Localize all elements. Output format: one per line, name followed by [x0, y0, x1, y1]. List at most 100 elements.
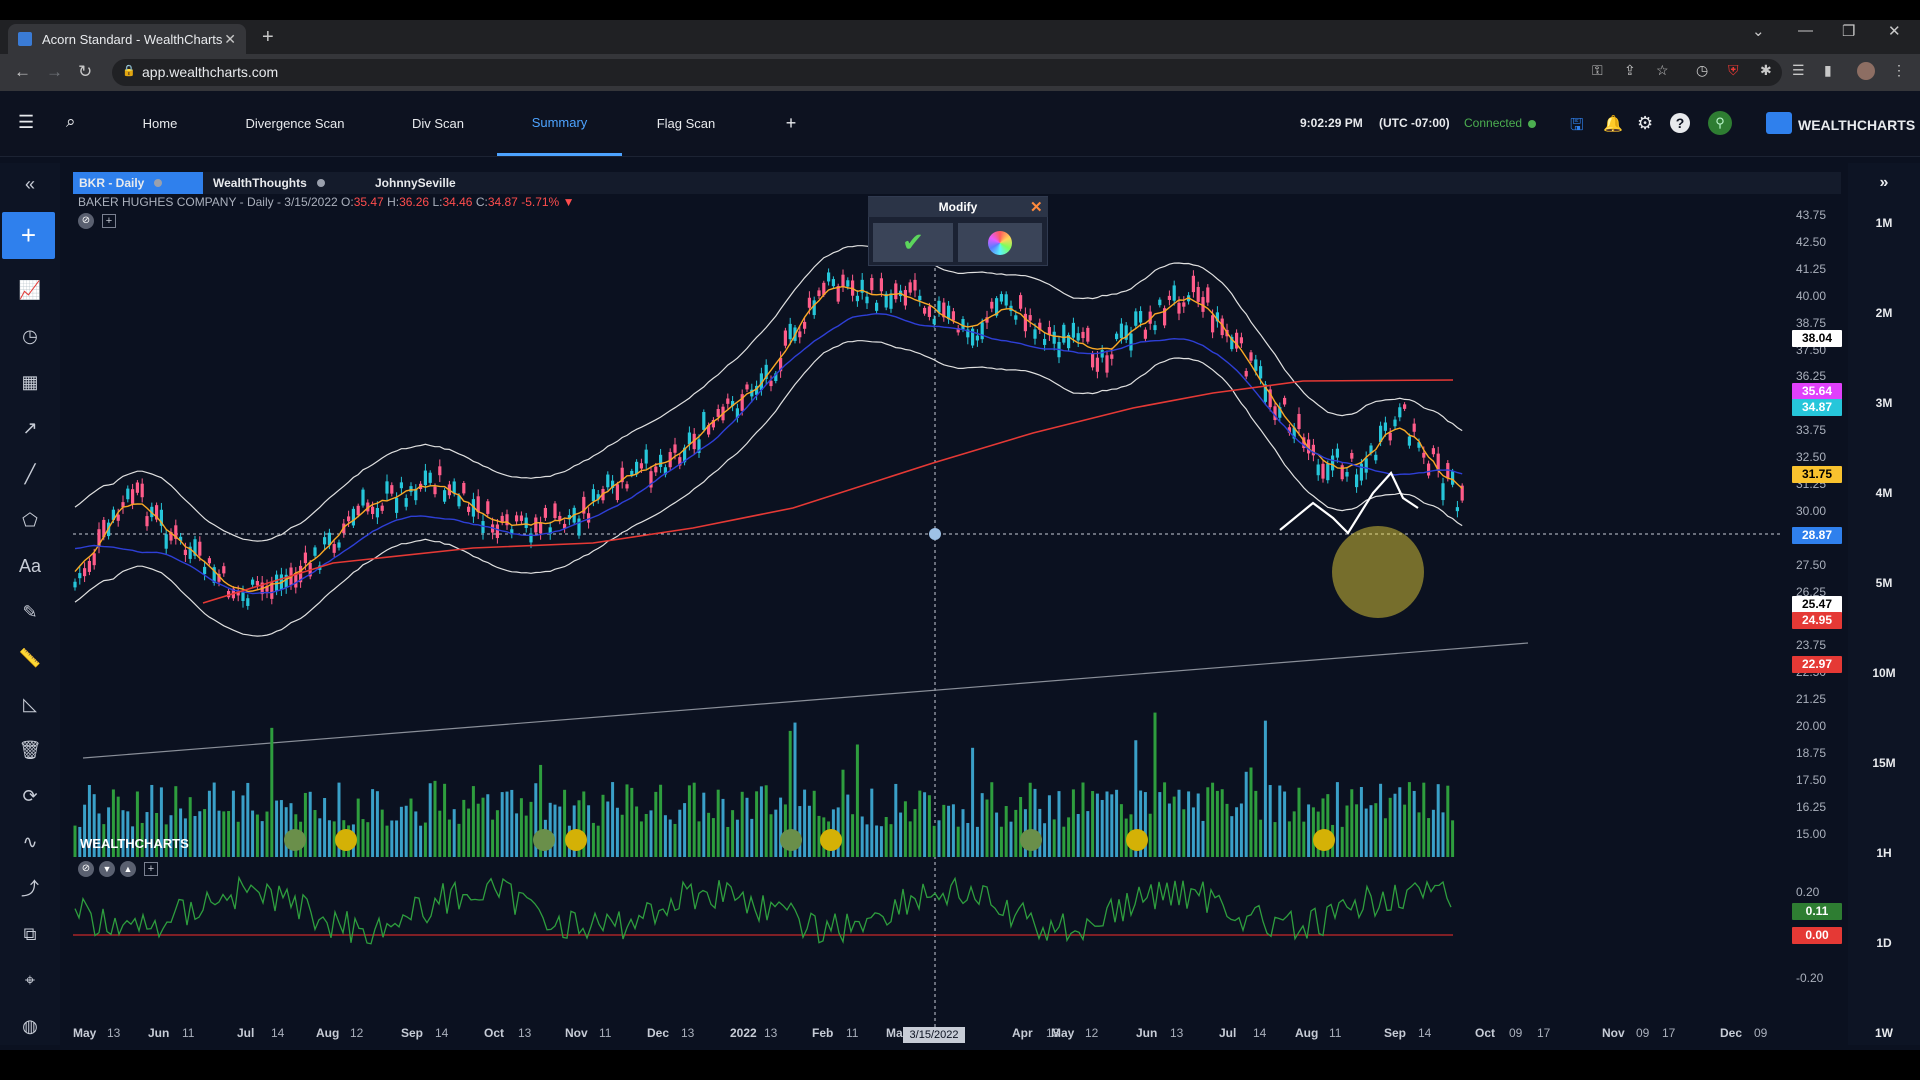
sync-icon[interactable]: ⟳: [22, 785, 38, 806]
collapse-right-icon[interactable]: »: [1879, 174, 1889, 191]
lock-icon[interactable]: 🔒: [122, 65, 136, 77]
back-icon[interactable]: ←: [14, 62, 31, 81]
pane-down-icon[interactable]: ▼: [99, 861, 115, 877]
url-input[interactable]: app.wealthcharts.com: [112, 59, 1782, 86]
close-icon[interactable]: ✕: [1030, 199, 1043, 216]
earnings-event-icon[interactable]: [820, 829, 842, 851]
measure-icon[interactable]: ◺: [23, 693, 37, 714]
pane-expand-icon[interactable]: +: [144, 862, 158, 876]
timeframe-1h[interactable]: 1H: [1876, 846, 1892, 860]
earnings-event-icon[interactable]: [565, 829, 587, 851]
tab-home[interactable]: Home: [142, 116, 178, 131]
search-icon[interactable]: ⌕: [66, 112, 76, 131]
candle-body: [577, 518, 581, 536]
volume-bar: [1057, 791, 1061, 857]
location-pin-icon[interactable]: ⚲: [1708, 111, 1732, 135]
timeframe-15m[interactable]: 15M: [1872, 756, 1896, 770]
save-layout-icon[interactable]: 🖫: [1570, 117, 1584, 134]
timeframe-2m[interactable]: 2M: [1875, 306, 1893, 320]
profile-avatar[interactable]: [1857, 62, 1875, 80]
confirm-checkmark-icon[interactable]: ✔: [873, 223, 953, 262]
text-tool-icon[interactable]: Aa: [18, 555, 42, 576]
gear-icon[interactable]: ⚙: [1637, 113, 1654, 133]
timeframe-1d[interactable]: 1D: [1876, 936, 1892, 950]
tab-divergence-scan[interactable]: Divergence Scan: [245, 116, 345, 131]
pane-up-icon[interactable]: ▲: [120, 861, 136, 877]
pane-settings-icon[interactable]: ⊘: [78, 861, 94, 877]
close-window-icon[interactable]: ✕: [1888, 23, 1901, 40]
help-icon[interactable]: ?: [1670, 113, 1690, 133]
volume-bar: [548, 802, 552, 857]
media-queue-icon[interactable]: ☰: [1792, 62, 1805, 78]
side-panel-icon[interactable]: ▮: [1824, 62, 1832, 78]
add-indicator-button[interactable]: +: [2, 212, 55, 259]
settings-circle-icon[interactable]: ⊘: [78, 213, 94, 229]
clock-icon[interactable]: ◷: [22, 325, 38, 346]
forward-icon[interactable]: →: [46, 62, 63, 81]
calendar-icon[interactable]: ▦: [21, 371, 39, 392]
dividend-event-icon[interactable]: [533, 829, 555, 851]
ruler-icon[interactable]: 📏: [18, 647, 42, 668]
hamburger-menu-icon[interactable]: ☰: [18, 112, 35, 132]
tab-flag-scan[interactable]: Flag Scan: [656, 116, 716, 131]
color-picker-button[interactable]: [958, 223, 1042, 262]
dividend-event-icon[interactable]: [780, 829, 802, 851]
freehand-drawing[interactable]: [1279, 471, 1419, 535]
candle-body: [1163, 308, 1167, 326]
line-chart-icon[interactable]: ∿: [22, 831, 38, 852]
timeframe-1m[interactable]: 1M: [1875, 216, 1893, 230]
browser-tab[interactable]: Acorn Standard - WealthCharts ✕: [8, 24, 246, 54]
copy-icon[interactable]: ⧉: [23, 923, 37, 944]
collapse-left-icon[interactable]: «: [24, 173, 35, 194]
restore-icon[interactable]: ❐: [1842, 23, 1856, 40]
share-icon[interactable]: ⇪: [1624, 62, 1636, 78]
expand-icon[interactable]: +: [102, 214, 116, 228]
dividend-event-icon[interactable]: [284, 829, 306, 851]
minimize-icon[interactable]: —: [1798, 22, 1813, 39]
crosshair-icon[interactable]: ⌖: [24, 969, 36, 990]
bookmark-star-icon[interactable]: ☆: [1656, 62, 1669, 78]
timeframe-5m[interactable]: 5M: [1875, 576, 1893, 590]
add-tab-button[interactable]: +: [785, 113, 797, 133]
trend-line[interactable]: [82, 642, 1529, 759]
tab-div-scan[interactable]: Div Scan: [411, 116, 465, 131]
new-tab-button[interactable]: +: [262, 26, 274, 48]
timeframe-1w[interactable]: 1W: [1875, 1026, 1893, 1040]
candle-body: [1071, 322, 1075, 338]
bell-icon[interactable]: 🔔: [1603, 116, 1623, 133]
key-icon[interactable]: ⚿: [1592, 62, 1603, 78]
indicators-icon[interactable]: 📈: [18, 279, 42, 300]
chart-tab-johnnyseville[interactable]: JohnnySeville: [369, 172, 469, 194]
timeframe-4m[interactable]: 4M: [1875, 486, 1893, 500]
pencil-icon[interactable]: ✎: [22, 601, 38, 622]
globe-icon[interactable]: ◍: [22, 1015, 38, 1036]
volume-bar: [1451, 820, 1455, 857]
volume-bar: [361, 819, 365, 857]
timeframe-3m[interactable]: 3M: [1875, 396, 1893, 410]
volume-bar: [1292, 811, 1296, 857]
tab-search-icon[interactable]: ⌄: [1752, 23, 1765, 40]
shapes-icon[interactable]: ⬠: [22, 509, 38, 530]
shield-extension-icon[interactable]: ⛨: [1728, 62, 1739, 78]
timezone-label[interactable]: (UTC -07:00): [1379, 116, 1450, 130]
tab-summary[interactable]: Summary: [497, 91, 622, 156]
candle-body: [1422, 452, 1426, 458]
chart-tab-bkr-daily[interactable]: BKR - Daily: [73, 172, 203, 194]
earnings-event-icon[interactable]: [1126, 829, 1148, 851]
close-tab-icon[interactable]: ✕: [224, 30, 236, 47]
trash-icon[interactable]: 🗑: [18, 739, 42, 760]
earnings-event-icon[interactable]: [1313, 829, 1335, 851]
price-chart[interactable]: [73, 208, 1793, 1043]
browser-menu-icon[interactable]: ⋮: [1892, 62, 1906, 78]
reload-icon[interactable]: ↻: [78, 62, 93, 81]
puzzle-extensions-icon[interactable]: ✱: [1760, 62, 1772, 78]
line-tool-icon[interactable]: ╱: [24, 463, 36, 484]
timeframe-10m[interactable]: 10M: [1872, 666, 1896, 680]
chart-tab-wealththoughts[interactable]: WealthThoughts: [207, 172, 337, 194]
earnings-event-icon[interactable]: [335, 829, 357, 851]
candle-body: [985, 317, 989, 323]
node-path-icon[interactable]: ⤴: [21, 879, 39, 899]
history-extension-icon[interactable]: ◷: [1696, 62, 1709, 78]
trend-icon[interactable]: ↗: [22, 417, 38, 438]
dividend-event-icon[interactable]: [1020, 829, 1042, 851]
